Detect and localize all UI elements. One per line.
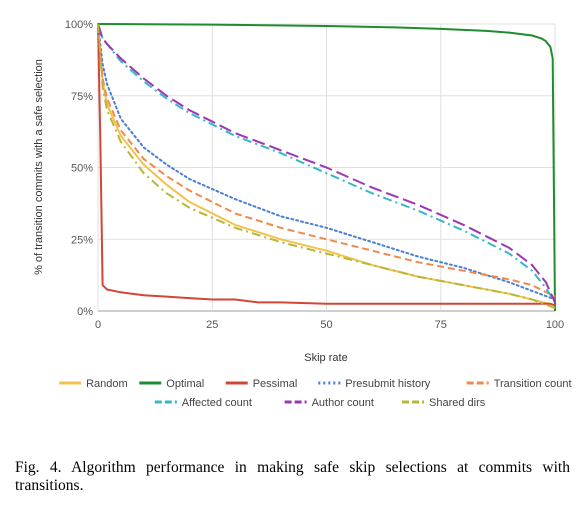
y-axis-ticks: 0% 25% 50% 75% 100% xyxy=(65,19,93,318)
legend: Random Optimal Pessimal Presubmit history Tr… xyxy=(59,378,572,409)
legend-item-random: Random xyxy=(59,378,128,390)
legend-item-pessimal: Pessimal xyxy=(225,378,298,390)
y-tick-label: 0% xyxy=(77,306,93,318)
legend-label: Pessimal xyxy=(253,378,298,390)
legend-item-optimal: Optimal xyxy=(139,378,204,390)
y-axis-title: % of transition commits with a safe sele… xyxy=(33,59,45,275)
legend-label: Author count xyxy=(312,397,374,409)
x-tick-label: 100 xyxy=(546,319,564,331)
legend-label: Optimal xyxy=(166,378,204,390)
legend-item-presubmit-history: Presubmit history xyxy=(318,378,431,390)
legend-label: Random xyxy=(86,378,128,390)
y-tick-label: 50% xyxy=(71,163,93,175)
series-line-presubmit-history xyxy=(97,23,556,301)
legend-label: Transition count xyxy=(494,378,572,390)
series-lines xyxy=(97,23,556,312)
series-line-transition-count xyxy=(97,23,556,298)
legend-label: Affected count xyxy=(182,397,252,409)
y-tick-label: 100% xyxy=(65,19,93,31)
x-tick-label: 75 xyxy=(435,319,447,331)
figure-caption: Fig. 4. Algorithm performance in making … xyxy=(15,459,570,494)
series-line-optimal xyxy=(97,23,556,312)
series-line-author-count xyxy=(97,23,556,303)
legend-label: Presubmit history xyxy=(345,378,430,390)
y-tick-label: 75% xyxy=(71,91,93,103)
legend-label: Shared dirs xyxy=(429,397,486,409)
legend-item-transition-count: Transition count xyxy=(466,378,572,390)
x-tick-label: 0 xyxy=(95,319,101,331)
x-axis-ticks: 0 25 50 75 100 xyxy=(95,319,564,331)
legend-item-affected-count: Affected count xyxy=(154,397,252,409)
series-line-shared-dirs xyxy=(97,23,556,310)
series-line-affected-count xyxy=(97,23,556,303)
y-tick-label: 25% xyxy=(71,234,93,246)
legend-item-shared-dirs: Shared dirs xyxy=(402,397,486,409)
series-line-pessimal xyxy=(97,23,556,307)
line-chart: 0% 25% 50% 75% 100% 0 25 50 75 100 Skip rate % o… xyxy=(33,19,572,409)
x-axis-title: Skip rate xyxy=(304,352,347,364)
x-tick-label: 25 xyxy=(206,319,218,331)
x-tick-label: 50 xyxy=(320,319,332,331)
legend-item-author-count: Author count xyxy=(284,397,374,409)
